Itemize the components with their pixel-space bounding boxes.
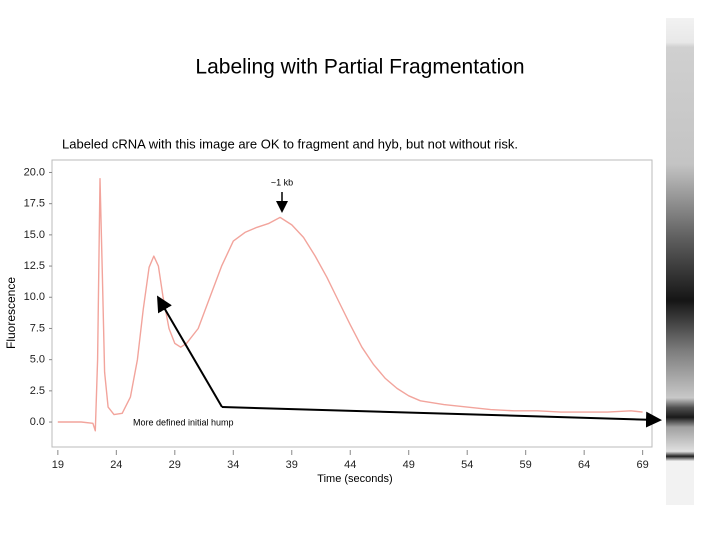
- x-tick-label: 44: [344, 459, 356, 471]
- x-tick-label: 34: [227, 459, 239, 471]
- title: Labeling with Partial Fragmentation: [195, 56, 524, 79]
- x-tick-label: 19: [52, 459, 64, 471]
- data-line: [57, 178, 643, 432]
- y-tick-label: 17.5: [24, 198, 45, 210]
- y-tick-label: 10.0: [24, 291, 45, 303]
- subtitle: Labeled cRNA with this image are OK to f…: [62, 136, 518, 151]
- y-tick-label: 20.0: [24, 166, 45, 178]
- x-tick-label: 54: [461, 459, 473, 471]
- x-tick-label: 64: [578, 459, 590, 471]
- x-axis-label: Time (seconds): [317, 473, 392, 485]
- x-tick-label: 59: [520, 459, 532, 471]
- plot-frame: [51, 159, 653, 448]
- x-tick-label: 49: [403, 459, 415, 471]
- x-tick-label: 39: [286, 459, 298, 471]
- x-tick-label: 29: [169, 459, 181, 471]
- annotation: More defined initial hump: [133, 417, 234, 427]
- x-tick-label: 24: [110, 459, 122, 471]
- annotation-arrow: [221, 406, 662, 428]
- annotation-arrow: [156, 295, 223, 408]
- y-tick-label: 5.0: [30, 354, 45, 366]
- x-tick-label: 69: [637, 459, 649, 471]
- y-axis-label: Fluorescence: [4, 277, 18, 349]
- annotation: ~1 kb: [271, 177, 293, 187]
- y-tick-label: 15.0: [24, 229, 45, 241]
- y-tick-label: 12.5: [24, 260, 45, 272]
- y-tick-label: 7.5: [30, 322, 45, 334]
- y-tick-label: 2.5: [30, 385, 45, 397]
- gel-lane: [666, 18, 694, 505]
- y-tick-label: 0.0: [30, 416, 45, 428]
